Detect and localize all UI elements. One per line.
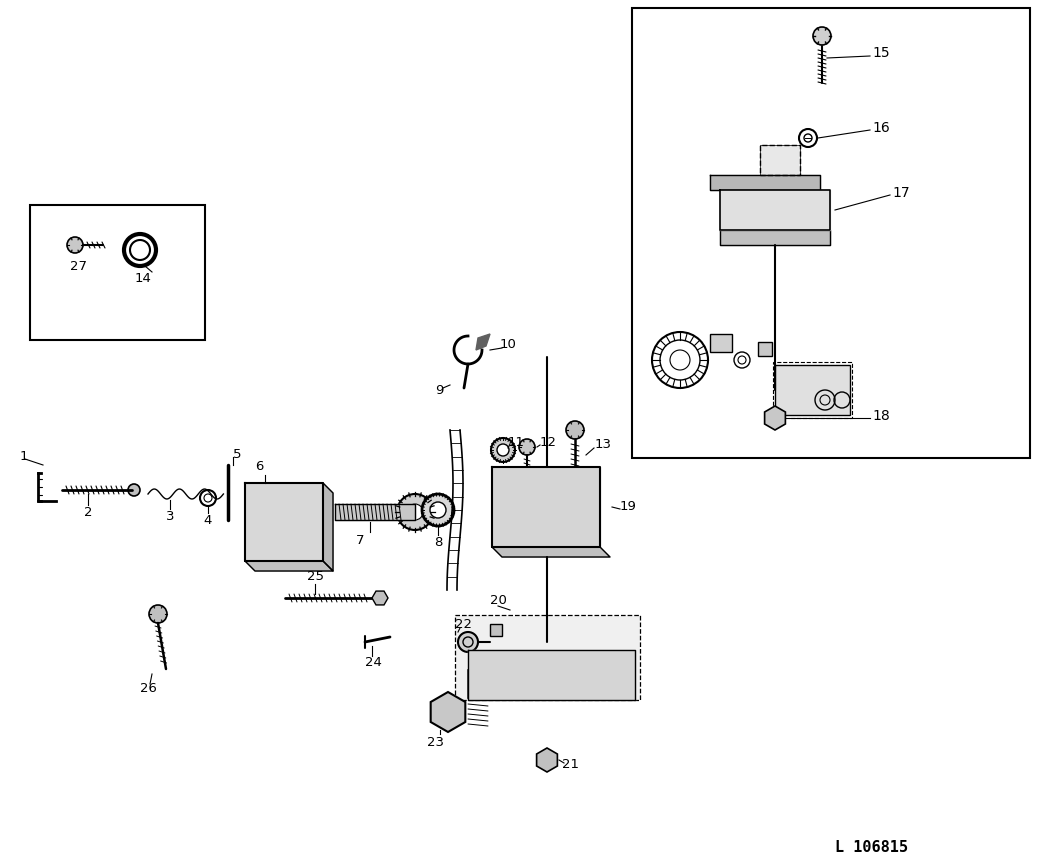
Text: 9: 9 (435, 384, 443, 397)
Polygon shape (537, 748, 557, 772)
Bar (468, 670, 488, 698)
Text: 14: 14 (135, 271, 152, 284)
Text: 7: 7 (356, 533, 364, 547)
Text: 22: 22 (456, 618, 472, 631)
Circle shape (407, 504, 423, 520)
Text: 18: 18 (872, 409, 890, 423)
Text: 23: 23 (426, 735, 443, 748)
Polygon shape (476, 334, 490, 350)
Text: 10: 10 (500, 339, 517, 352)
Circle shape (458, 632, 478, 652)
Text: 4: 4 (204, 513, 212, 526)
Circle shape (259, 524, 287, 552)
Circle shape (497, 444, 509, 456)
Bar (775, 365, 850, 415)
Circle shape (67, 237, 83, 253)
Polygon shape (468, 650, 635, 700)
Polygon shape (492, 547, 610, 557)
Text: L 106815: L 106815 (835, 841, 908, 855)
Bar (632, 8, 1030, 458)
Bar (773, 362, 852, 418)
Polygon shape (245, 561, 333, 571)
Polygon shape (323, 483, 333, 571)
Circle shape (522, 662, 538, 678)
Circle shape (804, 204, 816, 216)
Polygon shape (492, 467, 600, 547)
Text: 26: 26 (140, 683, 157, 696)
Polygon shape (431, 692, 465, 732)
Polygon shape (335, 504, 415, 520)
Circle shape (566, 421, 584, 439)
Bar (758, 342, 772, 356)
Circle shape (588, 658, 612, 682)
Circle shape (300, 526, 310, 536)
Circle shape (488, 658, 512, 682)
Circle shape (128, 484, 140, 496)
Bar (456, 615, 640, 700)
Circle shape (542, 494, 552, 504)
Text: 20: 20 (490, 594, 506, 607)
Text: 6: 6 (255, 461, 263, 473)
Circle shape (259, 491, 287, 519)
Polygon shape (245, 483, 323, 561)
Circle shape (515, 515, 529, 529)
Polygon shape (764, 406, 785, 430)
Circle shape (491, 438, 515, 462)
Ellipse shape (730, 180, 820, 200)
Text: 24: 24 (365, 656, 382, 669)
Circle shape (519, 439, 535, 455)
Bar (30, 205, 205, 340)
Text: 21: 21 (562, 759, 579, 772)
Polygon shape (720, 190, 830, 230)
Text: 19: 19 (620, 500, 636, 513)
Bar (490, 624, 502, 636)
Text: 12: 12 (540, 435, 557, 448)
Text: 5: 5 (233, 448, 241, 461)
Circle shape (560, 515, 574, 529)
Circle shape (542, 755, 552, 765)
Text: 11: 11 (508, 435, 525, 448)
Polygon shape (760, 145, 800, 175)
Text: 8: 8 (434, 536, 442, 549)
Circle shape (430, 502, 446, 518)
Text: 1: 1 (20, 450, 28, 463)
Circle shape (300, 508, 310, 518)
Text: 25: 25 (307, 569, 323, 582)
Polygon shape (710, 175, 820, 190)
Text: 16: 16 (872, 121, 890, 135)
Circle shape (732, 202, 748, 218)
Circle shape (149, 605, 167, 623)
Circle shape (813, 27, 831, 45)
Text: 15: 15 (872, 46, 889, 60)
Text: 17: 17 (892, 186, 910, 200)
Polygon shape (720, 230, 830, 245)
Circle shape (422, 494, 454, 526)
Text: 13: 13 (595, 439, 612, 452)
Bar (710, 334, 732, 352)
Circle shape (770, 413, 780, 423)
Text: 27: 27 (70, 261, 87, 274)
Text: 3: 3 (165, 510, 175, 523)
Text: 2: 2 (84, 505, 93, 518)
Polygon shape (372, 591, 388, 605)
Bar (755, 200, 790, 215)
Circle shape (438, 702, 458, 722)
Circle shape (130, 240, 150, 260)
Circle shape (397, 494, 433, 530)
